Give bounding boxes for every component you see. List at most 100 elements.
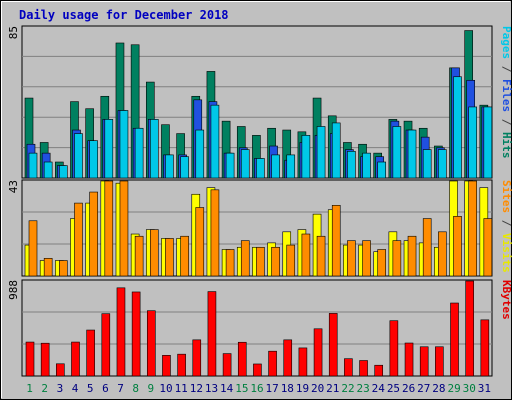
x-label-day-21: 21 [326, 382, 339, 395]
bar-sites-27 [422, 218, 432, 277]
bar-sites-20 [316, 235, 326, 277]
bar-pages-1 [28, 152, 38, 179]
bar-kbytes-24 [374, 364, 384, 377]
chart-title: Daily usage for December 2018 [19, 8, 229, 22]
x-label-day-23: 23 [357, 382, 370, 395]
x-label-day-8: 8 [132, 382, 139, 395]
x-label-day-30: 30 [463, 382, 476, 395]
bar-sites-26 [407, 235, 417, 277]
bar-kbytes-18 [283, 339, 293, 377]
x-label-day-1: 1 [26, 382, 33, 395]
legend-hits-part-0: Pages [500, 26, 512, 59]
panel-hits: 85 Pages / Files / Hits [7, 25, 512, 179]
bar-kbytes-2 [40, 342, 50, 377]
bar-kbytes-21 [328, 313, 338, 377]
bar-sites-1 [28, 220, 38, 277]
x-label-day-15: 15 [235, 382, 248, 395]
series-pages [28, 76, 493, 179]
bar-sites-6 [104, 180, 114, 277]
bar-sites-19 [301, 233, 311, 277]
bar-pages-3 [59, 165, 68, 179]
bar-pages-4 [74, 133, 83, 179]
x-label-day-22: 22 [341, 382, 354, 395]
bar-sites-9 [149, 229, 159, 277]
bar-kbytes-23 [359, 360, 368, 377]
bar-sites-23 [362, 240, 371, 277]
bar-kbytes-15 [237, 341, 247, 377]
bar-sites-3 [59, 260, 68, 277]
bar-sites-21 [331, 205, 341, 277]
bar-kbytes-26 [404, 342, 414, 377]
bar-pages-20 [316, 126, 326, 179]
panel-sites-legend: Sites / Visits [500, 180, 512, 273]
bar-kbytes-25 [389, 320, 399, 377]
bar-pages-30 [468, 106, 477, 179]
bar-pages-31 [483, 106, 493, 179]
x-label-day-25: 25 [387, 382, 400, 395]
bar-sites-4 [74, 202, 83, 277]
series-kbytes [25, 280, 490, 377]
bar-sites-17 [271, 246, 280, 277]
bar-pages-13 [210, 104, 220, 179]
legend-hits-part-1: / [500, 59, 512, 79]
bar-sites-12 [195, 207, 205, 277]
x-label-day-17: 17 [266, 382, 279, 395]
bar-kbytes-7 [116, 287, 126, 377]
bar-sites-5 [89, 191, 98, 277]
legend-sites-part-0: Sites [500, 180, 512, 213]
bar-kbytes-5 [86, 329, 95, 377]
x-label-day-2: 2 [41, 382, 48, 395]
bar-kbytes-28 [435, 346, 444, 377]
bar-kbytes-1 [25, 341, 35, 377]
bar-pages-14 [225, 152, 235, 179]
bar-kbytes-16 [253, 363, 262, 377]
bar-sites-29 [453, 216, 462, 277]
bar-sites-15 [240, 240, 250, 277]
legend-sites-part-2: Visits [500, 233, 512, 273]
bar-pages-9 [149, 119, 159, 179]
panel-kbytes-background [21, 279, 493, 377]
x-label-day-27: 27 [417, 382, 430, 395]
bar-kbytes-8 [131, 291, 141, 377]
chart-panels: 85 Pages / Files / Hits 43 Sites / Visits 98… [7, 25, 512, 377]
bar-sites-8 [134, 235, 144, 277]
bar-pages-18 [286, 154, 296, 179]
bar-sites-18 [286, 244, 296, 277]
x-label-day-16: 16 [250, 382, 263, 395]
bar-kbytes-13 [207, 291, 217, 377]
bar-pages-6 [104, 119, 114, 179]
x-axis-labels: 1 2 3 4 5 6 7 8 9 10 11 12 13 14 15 16 17 18 19 20 21 22 23 24 2… [26, 382, 491, 395]
legend-hits-part-3: / [500, 112, 512, 132]
x-label-day-4: 4 [72, 382, 79, 395]
bar-kbytes-4 [71, 341, 80, 377]
x-label-day-20: 20 [311, 382, 324, 395]
bar-pages-24 [377, 161, 387, 179]
x-label-day-31: 31 [478, 382, 491, 395]
bar-pages-21 [331, 122, 341, 179]
x-label-day-14: 14 [220, 382, 234, 395]
bar-kbytes-29 [450, 302, 459, 377]
bar-kbytes-6 [101, 313, 111, 377]
bar-kbytes-22 [344, 358, 353, 377]
bar-kbytes-20 [313, 328, 323, 377]
x-label-day-7: 7 [117, 382, 124, 395]
bar-pages-28 [438, 149, 447, 179]
x-label-day-18: 18 [281, 382, 294, 395]
bar-sites-14 [225, 249, 235, 277]
bar-pages-5 [89, 140, 98, 179]
bar-kbytes-19 [298, 347, 308, 377]
x-label-day-13: 13 [205, 382, 218, 395]
bar-pages-29 [453, 76, 462, 179]
x-label-day-24: 24 [372, 382, 386, 395]
bar-pages-11 [180, 156, 189, 179]
x-label-day-6: 6 [102, 382, 109, 395]
panel-hits-max-label: 85 [7, 26, 20, 39]
x-label-day-3: 3 [57, 382, 64, 395]
x-label-day-29: 29 [447, 382, 460, 395]
bar-pages-7 [119, 110, 129, 179]
bar-sites-24 [377, 249, 387, 277]
bar-pages-25 [392, 126, 402, 179]
bar-sites-7 [119, 180, 129, 277]
panel-kbytes-legend: KBytes [500, 280, 512, 320]
